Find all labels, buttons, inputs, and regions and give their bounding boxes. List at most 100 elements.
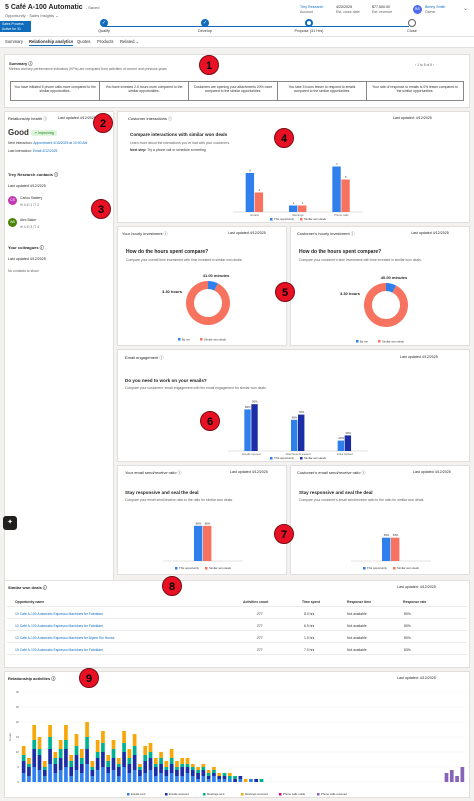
record-subtitle[interactable]: Opportunity · Sales Insights ⌄ xyxy=(5,13,59,18)
data-label: 80% xyxy=(196,521,202,525)
bar-segment xyxy=(185,767,190,773)
contact-name[interactable]: Alex Baker xyxy=(20,218,37,222)
tab-summary[interactable]: Summary xyxy=(5,39,23,44)
bar xyxy=(291,419,298,451)
bar-segment xyxy=(53,764,58,773)
info-icon[interactable]: ⓘ xyxy=(51,676,56,681)
form-tabs: Summary Relationship analytics Quotes Pr… xyxy=(0,37,474,48)
info-icon[interactable]: ⓘ xyxy=(163,231,168,236)
avatar[interactable]: CS xyxy=(8,196,17,205)
send-you-chart: 80% 80% This opportunity Similar won deals xyxy=(163,521,243,570)
account-field[interactable]: Trey Research Account xyxy=(300,5,324,14)
bar-segment xyxy=(21,773,26,782)
check-icon: ✓ xyxy=(201,19,209,27)
bar-segment xyxy=(227,779,232,782)
bar-segment xyxy=(460,767,465,782)
legend-swatch xyxy=(393,567,396,570)
info-icon[interactable]: ⓘ xyxy=(42,585,47,590)
legend-swatch xyxy=(279,793,282,796)
stage-close[interactable]: Close xyxy=(382,19,442,33)
info-icon[interactable]: ⓘ xyxy=(159,355,164,360)
tab-relationship-analytics[interactable]: Relationship analytics xyxy=(29,39,74,46)
chevron-right-icon[interactable]: › xyxy=(433,63,435,67)
info-icon[interactable]: ⓘ xyxy=(39,245,44,250)
send-you-description: Compare your email send/receive ratio to… xyxy=(125,498,233,502)
pie-slice xyxy=(364,283,408,327)
table-row[interactable]: 10 Café A-100 Automatic Espresso Machine… xyxy=(7,609,467,619)
callout-badge: 9 xyxy=(79,668,99,688)
data-label: 80% xyxy=(245,405,251,409)
legend-swatch xyxy=(203,793,206,796)
tab-quotes[interactable]: Quotes xyxy=(77,39,91,44)
info-icon[interactable]: ⓘ xyxy=(28,61,33,66)
bar-segment xyxy=(217,779,222,782)
bar-segment xyxy=(111,749,116,758)
bar-segment xyxy=(148,743,153,752)
contact-name[interactable]: Carlos Slattery xyxy=(20,196,43,200)
chevron-left-icon[interactable]: ‹ xyxy=(415,63,417,67)
opportunity-link[interactable]: 10 Café A-100 Automatic Espresso Machine… xyxy=(15,612,104,616)
bar-segment xyxy=(132,734,137,746)
chevron-down-icon[interactable]: ⌄ xyxy=(463,6,469,12)
x-tick-label: Emails opened xyxy=(242,452,261,456)
bar-segment xyxy=(212,776,216,782)
data-label: 6 xyxy=(249,169,251,173)
bar-segment xyxy=(201,764,206,767)
avatar[interactable]: AB xyxy=(8,218,17,227)
summary-description: Metrics and key performance indicators (… xyxy=(9,67,167,71)
opportunity-link[interactable]: 12 Café A-100 Automatic Espresso Machine… xyxy=(15,624,104,628)
bar xyxy=(391,537,400,561)
bar-segment xyxy=(185,764,190,767)
bar-segment xyxy=(37,737,42,749)
stage-develop[interactable]: ✓ Develop xyxy=(198,19,212,33)
legend-label: By me xyxy=(182,337,190,341)
bar-segment xyxy=(95,758,100,770)
bar-segment xyxy=(106,773,111,782)
bar-segment xyxy=(138,764,142,767)
bar-segment xyxy=(212,770,216,773)
bar-segment xyxy=(159,773,163,782)
bar-segment xyxy=(48,764,52,782)
bar-segment xyxy=(116,758,121,764)
info-icon[interactable]: ⓘ xyxy=(361,470,366,475)
bar-segment xyxy=(42,767,47,770)
bar-segment xyxy=(64,725,68,740)
send-receive-card: Your email send/receive ratio ⓘ Last upd… xyxy=(117,465,287,575)
bar xyxy=(194,525,203,561)
table-row[interactable]: 12 Café A-100 Automatic Espresso Machine… xyxy=(7,633,467,643)
bar-segment xyxy=(169,773,174,782)
bar-segment xyxy=(58,749,63,758)
bar-segment xyxy=(190,770,195,776)
table-row[interactable]: 12 Café A-100 Automatic Espresso Machine… xyxy=(7,621,467,631)
last-interaction-link[interactable]: Email 4/12/2025 xyxy=(32,149,58,153)
tab-related[interactable]: Related ⌄ xyxy=(120,39,140,44)
bar-segment xyxy=(138,770,142,776)
bar-segment xyxy=(85,737,89,749)
info-icon[interactable]: ⓘ xyxy=(168,116,173,121)
table-row[interactable]: 15 Café A-100 Automatic Espresso Machine… xyxy=(7,645,467,655)
stage-qualify[interactable]: ✓ Qualify xyxy=(98,19,110,33)
y-tick-label: 15 xyxy=(16,735,20,739)
bar-segment xyxy=(37,755,42,770)
copilot-icon[interactable]: ✦ xyxy=(3,516,17,530)
bar-segment xyxy=(32,767,37,782)
similar-deals-updated: Last updated: 4/12/2025 xyxy=(397,585,436,589)
owner-field[interactable]: Benny Smith Owner xyxy=(425,5,446,14)
tab-products[interactable]: Products xyxy=(97,39,114,44)
info-icon[interactable]: ⓘ xyxy=(350,231,355,236)
info-icon[interactable]: ⓘ xyxy=(43,116,48,121)
send-you-updated: Last updated 4/12/2025 xyxy=(230,470,268,474)
next-interaction-link[interactable]: Appointment 4/15/2025 at 10:00 AM xyxy=(33,141,88,145)
info-icon[interactable]: ⓘ xyxy=(177,470,182,475)
info-icon[interactable]: ⓘ xyxy=(54,172,59,177)
summary-pager[interactable]: ‹ 1 to 5 of 5 › xyxy=(415,63,435,67)
customer-send-receive-card: Customer's email send/receive ratio ⓘ La… xyxy=(290,465,470,575)
opportunity-link[interactable]: 12 Café A-100 Automatic Espresso Machine… xyxy=(15,636,115,640)
opportunity-link[interactable]: 15 Café A-100 Automatic Espresso Machine… xyxy=(15,648,104,652)
record-title: 5 Café A-100 Automatic - Saved xyxy=(5,4,100,11)
bpf-active-stage[interactable]: Sales Process Active for 31 hours xyxy=(0,21,31,35)
legend-label: Similar won deals xyxy=(304,456,327,460)
stage-propose[interactable]: Propose (31 Hrs) xyxy=(279,19,339,33)
bar-segment xyxy=(32,725,37,740)
contact-stats: ✉ 4 ✆ 1 ☐ 2 xyxy=(20,203,40,207)
